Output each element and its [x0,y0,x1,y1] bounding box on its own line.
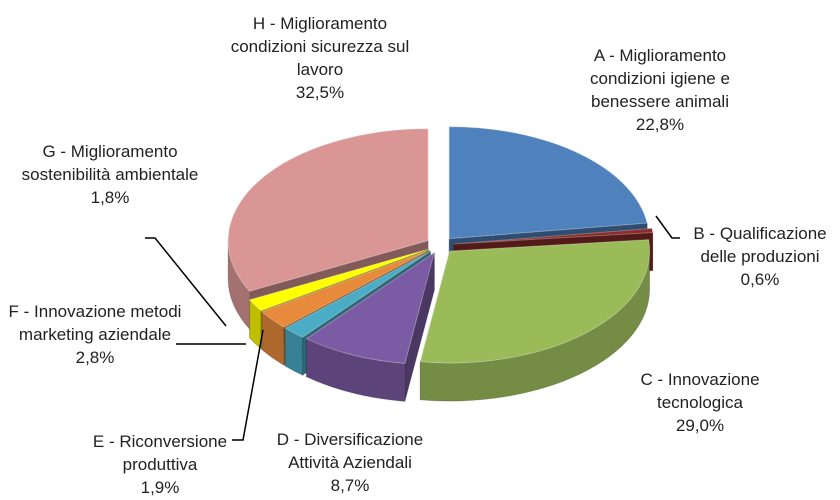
slice-side [404,252,435,402]
slice [227,128,429,292]
slice [453,227,654,245]
slice [448,126,648,240]
leader-line [145,237,227,327]
slice-label: A - Miglioramento condizioni igiene e be… [590,46,730,134]
slice-label: D - Diversificazione Attività Aziendali 8… [276,430,424,495]
slice [419,239,651,364]
leader-line [655,215,680,239]
leader-line [232,329,264,441]
slice-label: E - Riconversione produttiva 1,9% [92,432,228,497]
slice-label: G - Miglioramento sostenibilità ambienta… [21,142,199,207]
slice-label: H - Miglioramento condizioni sicurezza s… [230,14,410,102]
slice [305,251,436,364]
slice [260,249,430,328]
slice-label: C - Innovazione tecnologica 29,0% [640,370,760,435]
slice [248,248,429,312]
slice-label: F - Innovazione metodi marketing azienda… [8,302,182,367]
slice-label: B - Qualificazione delle produzioni 0,6% [693,224,827,289]
slice [284,250,431,338]
